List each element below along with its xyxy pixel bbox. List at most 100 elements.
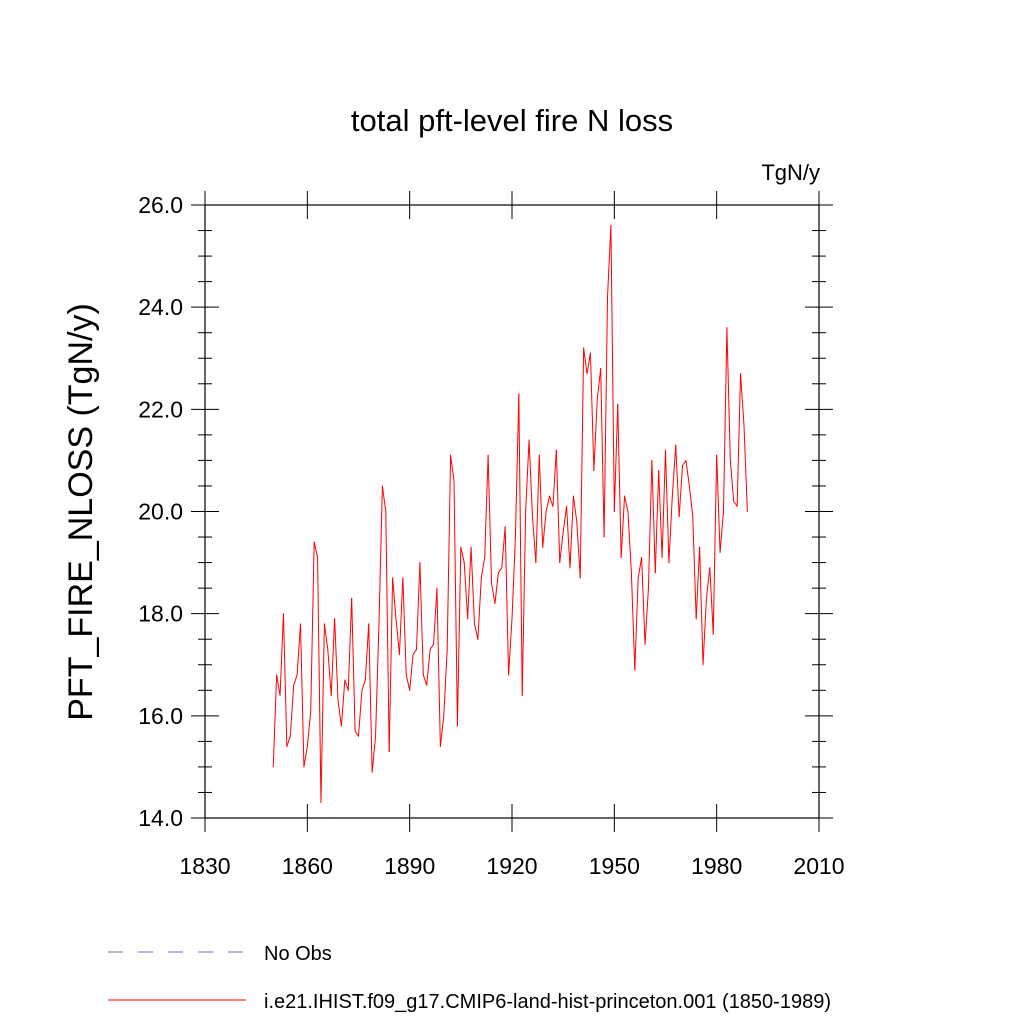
series-segment xyxy=(576,521,581,579)
series-segment xyxy=(508,618,513,676)
series-segment xyxy=(337,700,342,727)
series-segment xyxy=(296,623,302,676)
series-segment xyxy=(501,526,506,569)
legend-label-no-obs: No Obs xyxy=(264,943,332,965)
series-segment xyxy=(289,684,295,737)
series-segment xyxy=(637,556,643,579)
series-segment xyxy=(347,597,353,691)
series-segment xyxy=(624,495,629,512)
series-segment xyxy=(272,674,278,768)
series-segment xyxy=(593,398,598,472)
series-segment xyxy=(310,541,315,712)
series-segment xyxy=(545,495,551,512)
series-segment xyxy=(358,689,363,737)
series-segment xyxy=(538,454,544,548)
series-segment xyxy=(607,224,612,298)
series-segment xyxy=(429,643,435,650)
x-tick-label: 1830 xyxy=(179,853,230,879)
series-segment xyxy=(412,648,417,656)
series-segment xyxy=(467,546,472,620)
series-segment xyxy=(354,730,359,737)
series-segment xyxy=(695,546,701,620)
series-segment xyxy=(535,454,540,564)
series-segment xyxy=(443,648,448,717)
series-segment xyxy=(722,327,728,512)
series-segment xyxy=(494,572,499,604)
series-segment xyxy=(610,224,615,512)
series-segment xyxy=(569,495,574,569)
series-segment xyxy=(395,618,400,656)
series-segment xyxy=(480,556,486,579)
series-segment xyxy=(583,347,588,375)
series-segment xyxy=(279,613,284,696)
series-segment xyxy=(705,567,711,599)
series-segment xyxy=(630,572,636,671)
series-segment xyxy=(603,296,609,538)
series-segment xyxy=(549,495,554,507)
series-segment xyxy=(392,577,397,620)
series-segment xyxy=(351,597,356,732)
series-segment xyxy=(470,546,475,625)
series-segment xyxy=(361,679,366,691)
plot-area xyxy=(272,224,748,804)
series-segment xyxy=(456,546,462,727)
series-segment xyxy=(682,459,687,467)
series-segment xyxy=(542,511,547,548)
series-line xyxy=(272,224,748,804)
series-segment xyxy=(491,582,496,604)
series-segment xyxy=(521,511,527,696)
series-segment xyxy=(402,577,407,676)
series-segment xyxy=(344,679,349,691)
legend: No Obs i.e21.IHIST.f09_g17.CMIP6-land-hi… xyxy=(108,943,831,1013)
series-segment xyxy=(504,526,510,676)
series-segment xyxy=(385,511,390,753)
series-segment xyxy=(426,648,431,686)
series-segment xyxy=(740,373,745,426)
series-segment xyxy=(699,546,704,666)
series-segment xyxy=(719,511,724,553)
series-segment xyxy=(613,403,619,512)
series-segment xyxy=(484,454,489,558)
legend-label-model: i.e21.IHIST.f09_g17.CMIP6-land-hist-prin… xyxy=(264,991,831,1013)
series-segment xyxy=(497,567,503,574)
series-segment xyxy=(647,459,653,589)
series-segment xyxy=(514,393,520,538)
series-segment xyxy=(651,459,656,574)
series-segment xyxy=(600,367,605,538)
series-segment xyxy=(644,587,649,645)
series-segment xyxy=(665,449,670,564)
series-segment xyxy=(282,613,288,747)
x-tick-label: 1980 xyxy=(691,853,742,879)
series-segment xyxy=(654,470,660,574)
series-segment xyxy=(518,393,523,696)
series-segment xyxy=(364,623,370,681)
series-segment xyxy=(716,454,721,553)
series-segment xyxy=(398,577,404,656)
x-tick-label: 1950 xyxy=(589,853,640,879)
series-segment xyxy=(692,516,697,620)
series-segment xyxy=(617,403,622,558)
series-segment xyxy=(579,347,585,579)
series-segment xyxy=(733,500,738,507)
series-segment xyxy=(378,485,383,625)
series-segment xyxy=(460,546,465,564)
series-segment xyxy=(375,623,380,737)
series-segment xyxy=(661,449,666,558)
y-tick-label: 16.0 xyxy=(138,703,183,729)
series-segment xyxy=(596,367,602,400)
series-segment xyxy=(641,556,646,645)
series-segment xyxy=(381,485,387,512)
series-segment xyxy=(419,562,424,676)
series-segment xyxy=(473,623,479,640)
series-segment xyxy=(323,623,329,650)
series-segment xyxy=(743,424,748,512)
x-tick-label: 1920 xyxy=(486,853,537,879)
series-segment xyxy=(678,465,684,518)
series-segment xyxy=(300,623,305,768)
y-tick-label: 14.0 xyxy=(138,805,183,831)
series-segment xyxy=(562,505,568,533)
series-segment xyxy=(620,495,626,558)
series-segment xyxy=(286,735,291,747)
y-tick-label: 26.0 xyxy=(138,192,183,218)
